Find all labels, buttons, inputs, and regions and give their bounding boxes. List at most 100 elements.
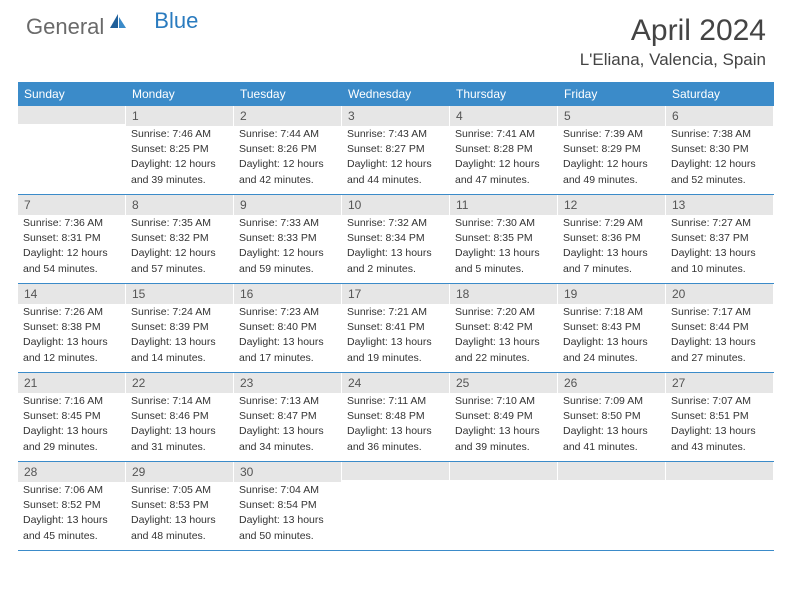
day-number: 10 <box>342 195 449 215</box>
daylight-text: Daylight: 13 hours <box>126 423 233 438</box>
day-cell: 2Sunrise: 7:44 AMSunset: 8:26 PMDaylight… <box>234 106 342 194</box>
daylight-text: Daylight: 13 hours <box>342 245 449 260</box>
sunrise-text: Sunrise: 7:26 AM <box>18 304 125 319</box>
daylight-text: and 52 minutes. <box>666 172 773 187</box>
week-row: 28Sunrise: 7:06 AMSunset: 8:52 PMDayligh… <box>18 462 774 551</box>
day-cell: 6Sunrise: 7:38 AMSunset: 8:30 PMDaylight… <box>666 106 774 194</box>
day-cell <box>666 462 774 550</box>
daylight-text: Daylight: 13 hours <box>450 334 557 349</box>
daylight-text: Daylight: 13 hours <box>666 245 773 260</box>
day-cell <box>558 462 666 550</box>
daylight-text: and 41 minutes. <box>558 439 665 454</box>
day-cell: 27Sunrise: 7:07 AMSunset: 8:51 PMDayligh… <box>666 373 774 461</box>
dow-tuesday: Tuesday <box>234 82 342 106</box>
daylight-text: and 7 minutes. <box>558 261 665 276</box>
sunset-text: Sunset: 8:26 PM <box>234 141 341 156</box>
sunrise-text: Sunrise: 7:43 AM <box>342 126 449 141</box>
sunset-text: Sunset: 8:36 PM <box>558 230 665 245</box>
daylight-text: Daylight: 12 hours <box>450 156 557 171</box>
day-cell: 28Sunrise: 7:06 AMSunset: 8:52 PMDayligh… <box>18 462 126 550</box>
brand-part1: General <box>26 14 104 40</box>
day-number: 17 <box>342 284 449 304</box>
daylight-text: and 34 minutes. <box>234 439 341 454</box>
day-number <box>450 462 557 480</box>
daylight-text: and 49 minutes. <box>558 172 665 187</box>
sunset-text: Sunset: 8:29 PM <box>558 141 665 156</box>
daylight-text: Daylight: 12 hours <box>126 156 233 171</box>
daylight-text: and 39 minutes. <box>450 439 557 454</box>
day-number: 25 <box>450 373 557 393</box>
sunset-text: Sunset: 8:40 PM <box>234 319 341 334</box>
day-cell: 30Sunrise: 7:04 AMSunset: 8:54 PMDayligh… <box>234 462 342 550</box>
sunset-text: Sunset: 8:35 PM <box>450 230 557 245</box>
sunset-text: Sunset: 8:34 PM <box>342 230 449 245</box>
sunset-text: Sunset: 8:41 PM <box>342 319 449 334</box>
day-number: 22 <box>126 373 233 393</box>
dow-row: Sunday Monday Tuesday Wednesday Thursday… <box>18 82 774 106</box>
day-cell: 13Sunrise: 7:27 AMSunset: 8:37 PMDayligh… <box>666 195 774 283</box>
day-number <box>18 106 125 124</box>
dow-monday: Monday <box>126 82 234 106</box>
sunset-text: Sunset: 8:51 PM <box>666 408 773 423</box>
day-number: 15 <box>126 284 233 304</box>
dow-sunday: Sunday <box>18 82 126 106</box>
daylight-text: Daylight: 13 hours <box>126 512 233 527</box>
title-block: April 2024 L'Eliana, Valencia, Spain <box>580 14 766 70</box>
sunset-text: Sunset: 8:42 PM <box>450 319 557 334</box>
day-number: 23 <box>234 373 341 393</box>
sunrise-text: Sunrise: 7:21 AM <box>342 304 449 319</box>
sunrise-text: Sunrise: 7:09 AM <box>558 393 665 408</box>
daylight-text: Daylight: 13 hours <box>450 245 557 260</box>
daylight-text: and 47 minutes. <box>450 172 557 187</box>
sunrise-text: Sunrise: 7:18 AM <box>558 304 665 319</box>
daylight-text: Daylight: 12 hours <box>234 245 341 260</box>
week-row: 7Sunrise: 7:36 AMSunset: 8:31 PMDaylight… <box>18 195 774 284</box>
day-cell: 14Sunrise: 7:26 AMSunset: 8:38 PMDayligh… <box>18 284 126 372</box>
daylight-text: Daylight: 12 hours <box>342 156 449 171</box>
day-number: 28 <box>18 462 125 482</box>
daylight-text: Daylight: 13 hours <box>18 512 125 527</box>
daylight-text: and 44 minutes. <box>342 172 449 187</box>
day-cell: 19Sunrise: 7:18 AMSunset: 8:43 PMDayligh… <box>558 284 666 372</box>
week-row: 1Sunrise: 7:46 AMSunset: 8:25 PMDaylight… <box>18 106 774 195</box>
daylight-text: and 31 minutes. <box>126 439 233 454</box>
sunrise-text: Sunrise: 7:46 AM <box>126 126 233 141</box>
day-cell: 16Sunrise: 7:23 AMSunset: 8:40 PMDayligh… <box>234 284 342 372</box>
day-number <box>342 462 449 480</box>
brand-part2: Blue <box>154 8 198 34</box>
sunset-text: Sunset: 8:49 PM <box>450 408 557 423</box>
sunset-text: Sunset: 8:44 PM <box>666 319 773 334</box>
weeks-container: 1Sunrise: 7:46 AMSunset: 8:25 PMDaylight… <box>18 106 774 551</box>
day-cell: 11Sunrise: 7:30 AMSunset: 8:35 PMDayligh… <box>450 195 558 283</box>
day-cell: 8Sunrise: 7:35 AMSunset: 8:32 PMDaylight… <box>126 195 234 283</box>
day-cell: 12Sunrise: 7:29 AMSunset: 8:36 PMDayligh… <box>558 195 666 283</box>
day-number: 20 <box>666 284 773 304</box>
day-number: 8 <box>126 195 233 215</box>
day-cell: 18Sunrise: 7:20 AMSunset: 8:42 PMDayligh… <box>450 284 558 372</box>
day-number: 29 <box>126 462 233 482</box>
daylight-text: and 45 minutes. <box>18 528 125 543</box>
daylight-text: Daylight: 12 hours <box>558 156 665 171</box>
day-cell: 25Sunrise: 7:10 AMSunset: 8:49 PMDayligh… <box>450 373 558 461</box>
dow-wednesday: Wednesday <box>342 82 450 106</box>
sunrise-text: Sunrise: 7:05 AM <box>126 482 233 497</box>
daylight-text: and 14 minutes. <box>126 350 233 365</box>
sunset-text: Sunset: 8:33 PM <box>234 230 341 245</box>
daylight-text: and 43 minutes. <box>666 439 773 454</box>
daylight-text: and 50 minutes. <box>234 528 341 543</box>
day-number: 30 <box>234 462 341 482</box>
daylight-text: and 5 minutes. <box>450 261 557 276</box>
day-cell: 10Sunrise: 7:32 AMSunset: 8:34 PMDayligh… <box>342 195 450 283</box>
sunrise-text: Sunrise: 7:16 AM <box>18 393 125 408</box>
daylight-text: and 12 minutes. <box>18 350 125 365</box>
day-cell <box>342 462 450 550</box>
day-number: 14 <box>18 284 125 304</box>
day-number: 5 <box>558 106 665 126</box>
day-number: 9 <box>234 195 341 215</box>
dow-thursday: Thursday <box>450 82 558 106</box>
sail-icon <box>108 12 128 35</box>
sunrise-text: Sunrise: 7:10 AM <box>450 393 557 408</box>
sunset-text: Sunset: 8:47 PM <box>234 408 341 423</box>
daylight-text: Daylight: 12 hours <box>126 245 233 260</box>
daylight-text: Daylight: 13 hours <box>234 334 341 349</box>
